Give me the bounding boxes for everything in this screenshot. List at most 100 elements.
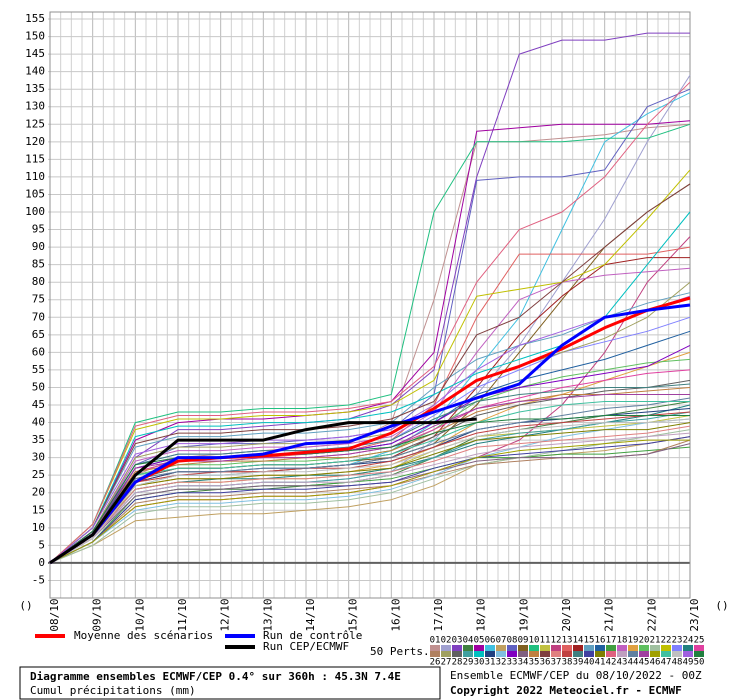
main-line (49, 296, 691, 565)
x-tick-label: 21/10 (603, 598, 616, 631)
y-tick-label: 100 (25, 205, 45, 218)
y-tick-label: 40 (32, 416, 45, 429)
y-tick-label: 115 (25, 152, 45, 165)
y-tick-label: 30 (32, 451, 45, 464)
legend-label: 35 (529, 658, 540, 668)
legend-swatch (485, 651, 495, 657)
member-line (49, 436, 691, 564)
legend-swatch (441, 645, 451, 651)
legend-label: 08 (507, 636, 518, 646)
legend-swatch (463, 651, 473, 657)
legend-swatch (628, 645, 638, 651)
legend-swatch (595, 645, 605, 651)
x-tick-label: 11/10 (176, 598, 189, 631)
member-line (49, 32, 690, 564)
y-tick-label: 120 (25, 135, 45, 148)
member-line (49, 429, 691, 564)
legend-label: 03 (452, 636, 463, 646)
x-unit-label: () (715, 599, 728, 612)
copyright: Copyright 2022 Meteociel.fr - ECMWF (450, 684, 682, 697)
legend-label: 32 (496, 658, 507, 668)
legend-label: 31 (485, 658, 496, 668)
legend-label: 25 (694, 636, 705, 646)
legend-label: 41 (595, 658, 606, 668)
legend-label: 19 (628, 636, 639, 646)
x-tick-label: 18/10 (475, 598, 488, 631)
legend-swatch (606, 645, 616, 651)
legend-swatch (639, 651, 649, 657)
legend-label: 50 (694, 658, 705, 668)
legend-label: 46 (650, 658, 661, 668)
legend-swatch (661, 645, 671, 651)
legend-label: 34 (518, 658, 529, 668)
legend-swatch (683, 651, 693, 657)
legend-swatch (573, 651, 583, 657)
member-line (49, 422, 691, 564)
legend-swatch (606, 651, 616, 657)
x-tick-label: 09/10 (91, 598, 104, 631)
legend-swatch (540, 645, 550, 651)
legend-label: Run de contrôle (263, 629, 362, 642)
legend-label: 04 (463, 636, 474, 646)
legend-swatch (540, 651, 550, 657)
member-line (49, 432, 691, 564)
legend-label: 38 (562, 658, 573, 668)
x-unit-label: () (19, 599, 32, 612)
legend-swatch (562, 651, 572, 657)
legend-label: 44 (628, 658, 639, 668)
legend-swatch (584, 645, 594, 651)
member-line (49, 436, 691, 564)
legend-swatch (595, 651, 605, 657)
legend-label: 15 (584, 636, 595, 646)
legend-swatch (496, 645, 506, 651)
y-tick-label: 20 (32, 486, 45, 499)
member-line (49, 439, 690, 564)
x-tick-label: 10/10 (133, 598, 146, 631)
legend-swatch (529, 651, 539, 657)
legend-label: 21 (650, 636, 661, 646)
legend-swatch (683, 645, 693, 651)
y-tick-label: 10 (32, 521, 45, 534)
y-tick-label: 95 (32, 223, 45, 236)
x-tick-label: 17/10 (432, 598, 445, 631)
legend-label: 05 (474, 636, 485, 646)
y-tick-label: 125 (25, 117, 45, 130)
legend-label: 18 (617, 636, 628, 646)
y-tick-label: 155 (25, 12, 45, 25)
legend-swatch (474, 645, 484, 651)
x-tick-label: 23/10 (688, 598, 701, 631)
legend-swatch (661, 651, 671, 657)
legend-label: 47 (661, 658, 672, 668)
legend-label: 45 (639, 658, 650, 668)
run-info: Ensemble ECMWF/CEP du 08/10/2022 - 00Z (450, 669, 702, 682)
member-line (49, 418, 691, 564)
legend-label: 33 (507, 658, 518, 668)
legend-label: 29 (463, 658, 474, 668)
legend-label: 07 (496, 636, 507, 646)
y-tick-label: 65 (32, 328, 45, 341)
member-line (49, 411, 691, 564)
member-line (49, 292, 691, 564)
grid (48, 12, 691, 598)
legend-swatch (584, 651, 594, 657)
legend-label: 43 (617, 658, 628, 668)
y-tick-label: 60 (32, 345, 45, 358)
x-tick-label: 16/10 (389, 598, 402, 631)
member-line (49, 418, 691, 564)
legend-label: 27 (441, 658, 452, 668)
chart-title: Diagramme ensembles ECMWF/CEP 0.4° sur 3… (30, 670, 401, 683)
title-box (19, 666, 441, 700)
x-tick-label: 20/10 (560, 598, 573, 631)
legend-label: 23 (672, 636, 683, 646)
member-line (49, 344, 691, 564)
y-tick-label: 55 (32, 363, 45, 376)
perturbation-label: 50 Perts. (370, 645, 430, 658)
legend-swatch (617, 651, 627, 657)
y-tick-label: 35 (32, 433, 45, 446)
legend-swatch (485, 645, 495, 651)
legend-swatch (452, 651, 462, 657)
x-tick-label: 15/10 (347, 598, 360, 631)
y-tick-label: 50 (32, 380, 45, 393)
legend-label: 49 (683, 658, 694, 668)
legend-swatch (496, 651, 506, 657)
